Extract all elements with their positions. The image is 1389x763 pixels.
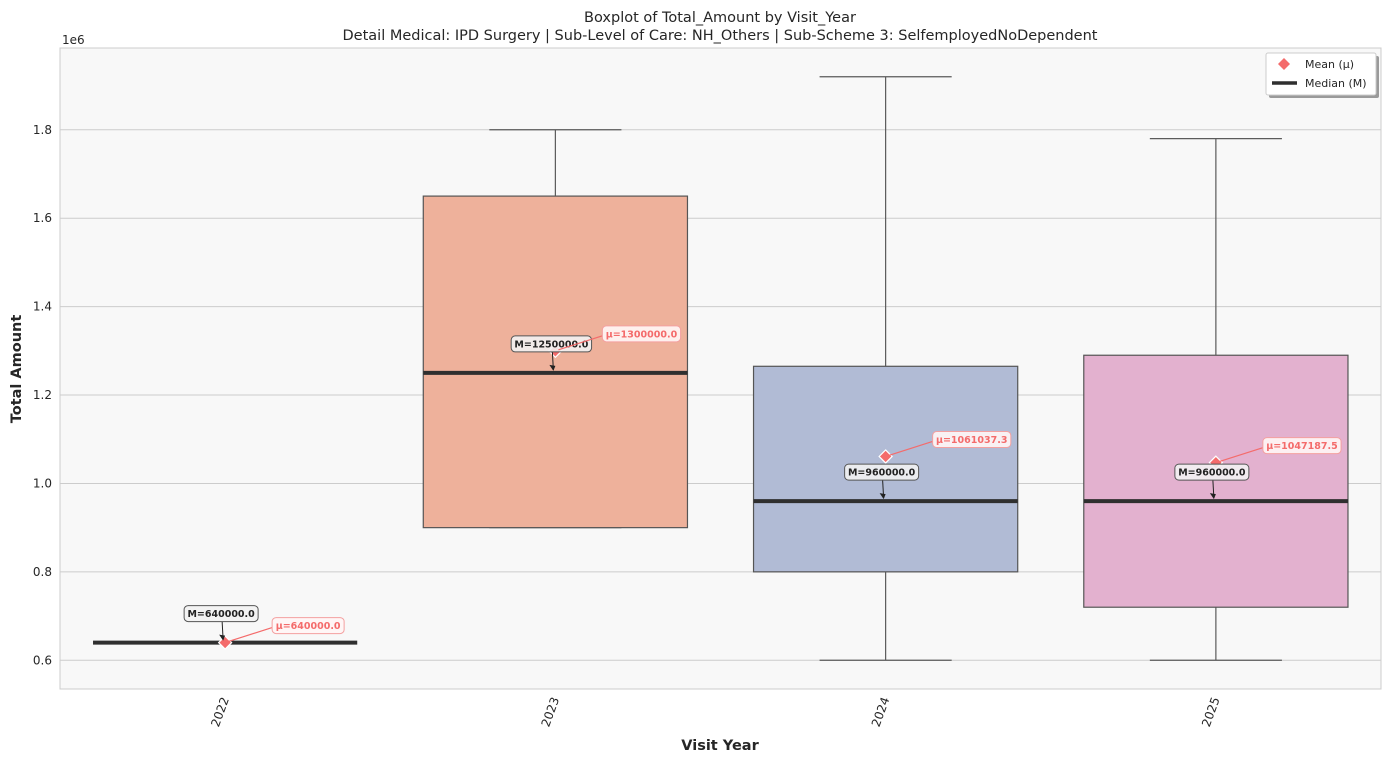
mean-label: μ=1047187.5 [1266,441,1337,452]
legend-mean-marker [1278,58,1290,70]
median-label: M=1250000.0 [514,339,588,350]
y-tick-label: 1.6 [33,211,52,225]
x-axis-label: Visit Year [681,738,759,754]
median-arrowhead [1209,493,1216,500]
x-tick-label: 2022 [208,695,232,728]
mean-connector [888,440,933,457]
mean-label-box [601,325,682,343]
y-axis-label: Total Amount [9,315,25,424]
plot-frame [59,47,1382,690]
mean-label: μ=1061037.3 [936,435,1007,446]
median-label: M=960000.0 [1178,468,1246,479]
median-label: M=640000.0 [187,609,255,620]
mean-label-box [271,617,345,635]
median-arrowhead [219,634,226,641]
y-tick-label: 1.2 [33,388,52,402]
mean-label-box [1262,437,1342,455]
mean-label: μ=1300000.0 [606,329,678,340]
legend-median-label: Median (M) [1305,77,1367,90]
legend: Mean (μ) Median (M) [1265,52,1379,98]
median-label-box [844,463,920,481]
chart-subtitle: Detail Medical: IPD Surgery | Sub-Level … [343,28,1098,44]
mean-connector [558,335,603,351]
y-tick-label: 0.6 [33,653,52,667]
annotations: M=640000.0 μ=640000.0 M=1250000.0 μ=1300000… [183,325,1342,643]
legend-mean-label: Mean (μ) [1305,58,1354,71]
mean-marker [878,449,893,464]
mean-marker [217,635,233,650]
y-offset-label: 1e6 [62,33,85,47]
box-group-2025 [1083,138,1349,661]
x-tick-label: 2023 [539,695,563,728]
x-tick-label: 2024 [869,695,893,728]
y-tick-label: 1.0 [33,476,52,490]
y-tick-label: 1.8 [33,123,52,137]
chart-title: Boxplot of Total_Amount by Visit_Year [584,10,856,26]
mean-connector [227,627,273,643]
mean-connector [1218,447,1264,463]
y-tick-label: 1.4 [33,300,52,314]
box-group-2022 [93,635,358,650]
median-arrowhead [879,493,886,500]
median-label-box [510,335,593,353]
median-arrowhead [549,364,556,371]
box-iqr [1083,354,1349,608]
median-label-box [183,605,259,623]
grid-lines [60,129,1381,661]
x-tick-label: 2025 [1199,695,1223,728]
mean-label-box [932,430,1012,448]
median-label-box [1174,463,1250,481]
mean-label: μ=640000.0 [276,621,341,632]
y-tick-label: 0.8 [33,565,52,579]
box-iqr [422,195,689,529]
median-label: M=960000.0 [848,468,916,479]
